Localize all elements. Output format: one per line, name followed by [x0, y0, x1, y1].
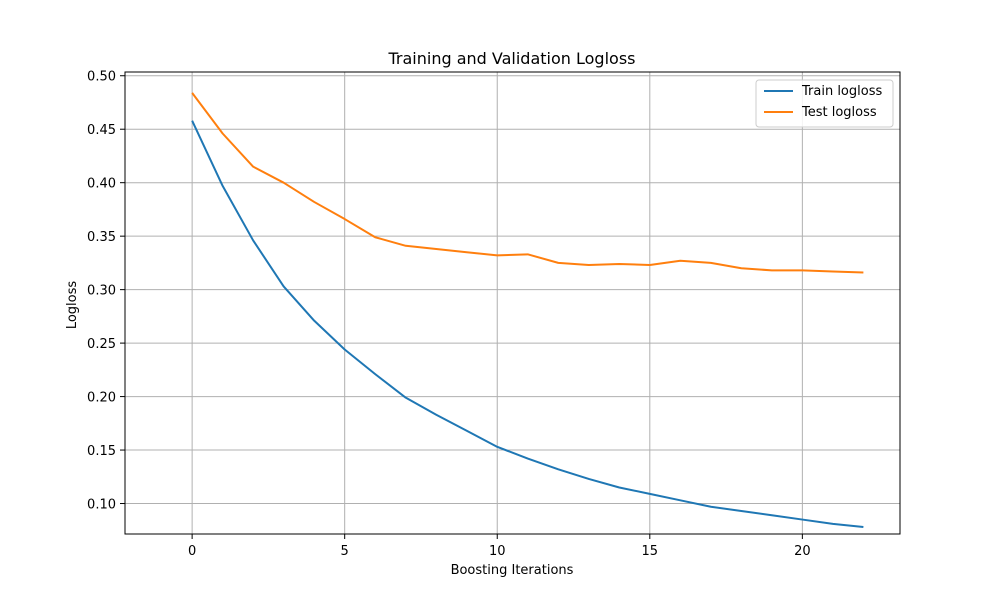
x-tick-label: 10 — [489, 544, 506, 559]
train-logloss-line — [191, 120, 864, 529]
x-tick-label: 20 — [794, 544, 811, 559]
grid — [125, 72, 900, 534]
x-tick-label: 0 — [188, 544, 196, 559]
test-logloss-line — [191, 92, 864, 274]
chart-title: Training and Validation Logloss — [388, 49, 636, 68]
axis-ticks: 0 5 10 15 20 0.10 0.15 0.20 0.25 0.30 0.35 0.40 0.45… — [87, 70, 811, 559]
series-lines — [191, 92, 864, 529]
y-tick-label: 0.50 — [87, 70, 116, 85]
y-axis-label: Logloss — [65, 281, 80, 330]
y-tick-label: 0.20 — [87, 391, 116, 406]
y-tick-label: 0.30 — [87, 284, 116, 299]
x-tick-label: 15 — [642, 544, 659, 559]
legend-label-test: Test logloss — [801, 105, 877, 120]
y-tick-label: 0.10 — [87, 498, 116, 513]
legend-label-train: Train logloss — [801, 84, 882, 99]
y-tick-label: 0.35 — [87, 230, 116, 245]
x-tick-label: 5 — [341, 544, 349, 559]
plot-frame — [124, 71, 901, 535]
x-axis-label: Boosting Iterations — [451, 563, 574, 578]
y-tick-label: 0.45 — [87, 123, 116, 138]
y-tick-label: 0.40 — [87, 177, 116, 192]
legend: Train logloss Test logloss — [755, 79, 894, 128]
y-tick-label: 0.25 — [87, 337, 116, 352]
y-tick-label: 0.15 — [87, 444, 116, 459]
